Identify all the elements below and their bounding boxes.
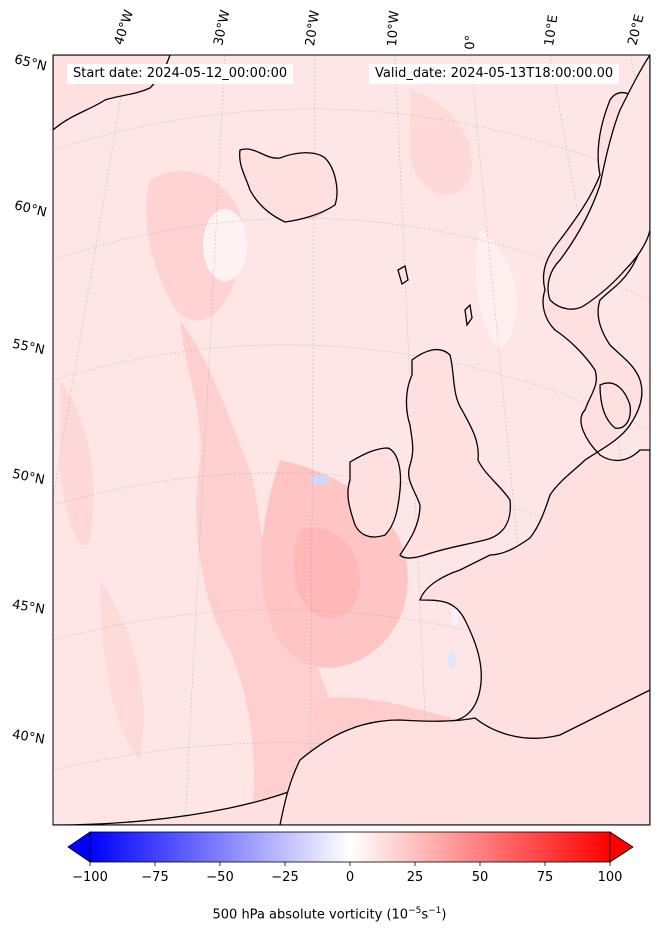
valid-date-label: Valid_date: 2024-05-13T18:00:00.00: [369, 64, 620, 84]
colorbar-label-mid: s: [421, 907, 429, 923]
colorbar-label-main: 500 hPa absolute vorticity (10: [212, 907, 409, 923]
map-frame: [52, 54, 651, 826]
iceland-coast: [239, 148, 338, 223]
colorbar-label-exp1: −5: [408, 906, 422, 916]
shetland-island: [464, 303, 473, 327]
colorbar-label: 500 hPa absolute vorticity (10−5s−1): [0, 906, 659, 922]
colorbar: [67, 831, 634, 866]
colorbar-tick-label: −100: [72, 870, 108, 885]
start-date-label: Start date: 2024-05-12_00:00:00: [67, 64, 294, 84]
britain-coast: [399, 348, 511, 559]
colorbar-tick-label: 100: [597, 870, 623, 885]
colorbar-tick-label: 75: [536, 870, 554, 885]
colorbar-label-end: ): [441, 907, 447, 923]
colorbar-tick-label: 25: [406, 870, 424, 885]
faroe-island: [397, 264, 409, 286]
colorbar-tick-label: −25: [271, 870, 299, 885]
colorbar-ticks: [89, 862, 611, 866]
coastlines: [53, 55, 650, 825]
lon-label-10w: 10°W: [385, 10, 403, 47]
colorbar-tick-label: −75: [141, 870, 169, 885]
denmark-coast: [599, 382, 631, 429]
lon-label-0: 0°: [463, 34, 479, 50]
colorbar-high-extend: [609, 831, 634, 863]
norway-coast: [547, 55, 650, 310]
colorbar-tick-label: 0: [345, 870, 355, 885]
colorbar-tick-label: −50: [206, 870, 234, 885]
colorbar-low-extend: [67, 831, 91, 863]
colorbar-tick-label: 50: [471, 870, 489, 885]
map-area: [53, 55, 650, 825]
colorbar-body: [89, 831, 611, 863]
colorbar-label-exp2: −1: [428, 906, 442, 916]
ireland-coast: [347, 447, 402, 538]
continent-coast: [53, 55, 650, 825]
